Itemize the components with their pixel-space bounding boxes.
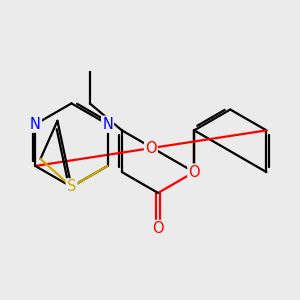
Text: N: N xyxy=(30,117,41,132)
Text: N: N xyxy=(102,117,113,132)
Text: S: S xyxy=(67,179,76,194)
Text: O: O xyxy=(145,141,157,156)
Text: O: O xyxy=(188,165,200,180)
Text: O: O xyxy=(152,221,164,236)
